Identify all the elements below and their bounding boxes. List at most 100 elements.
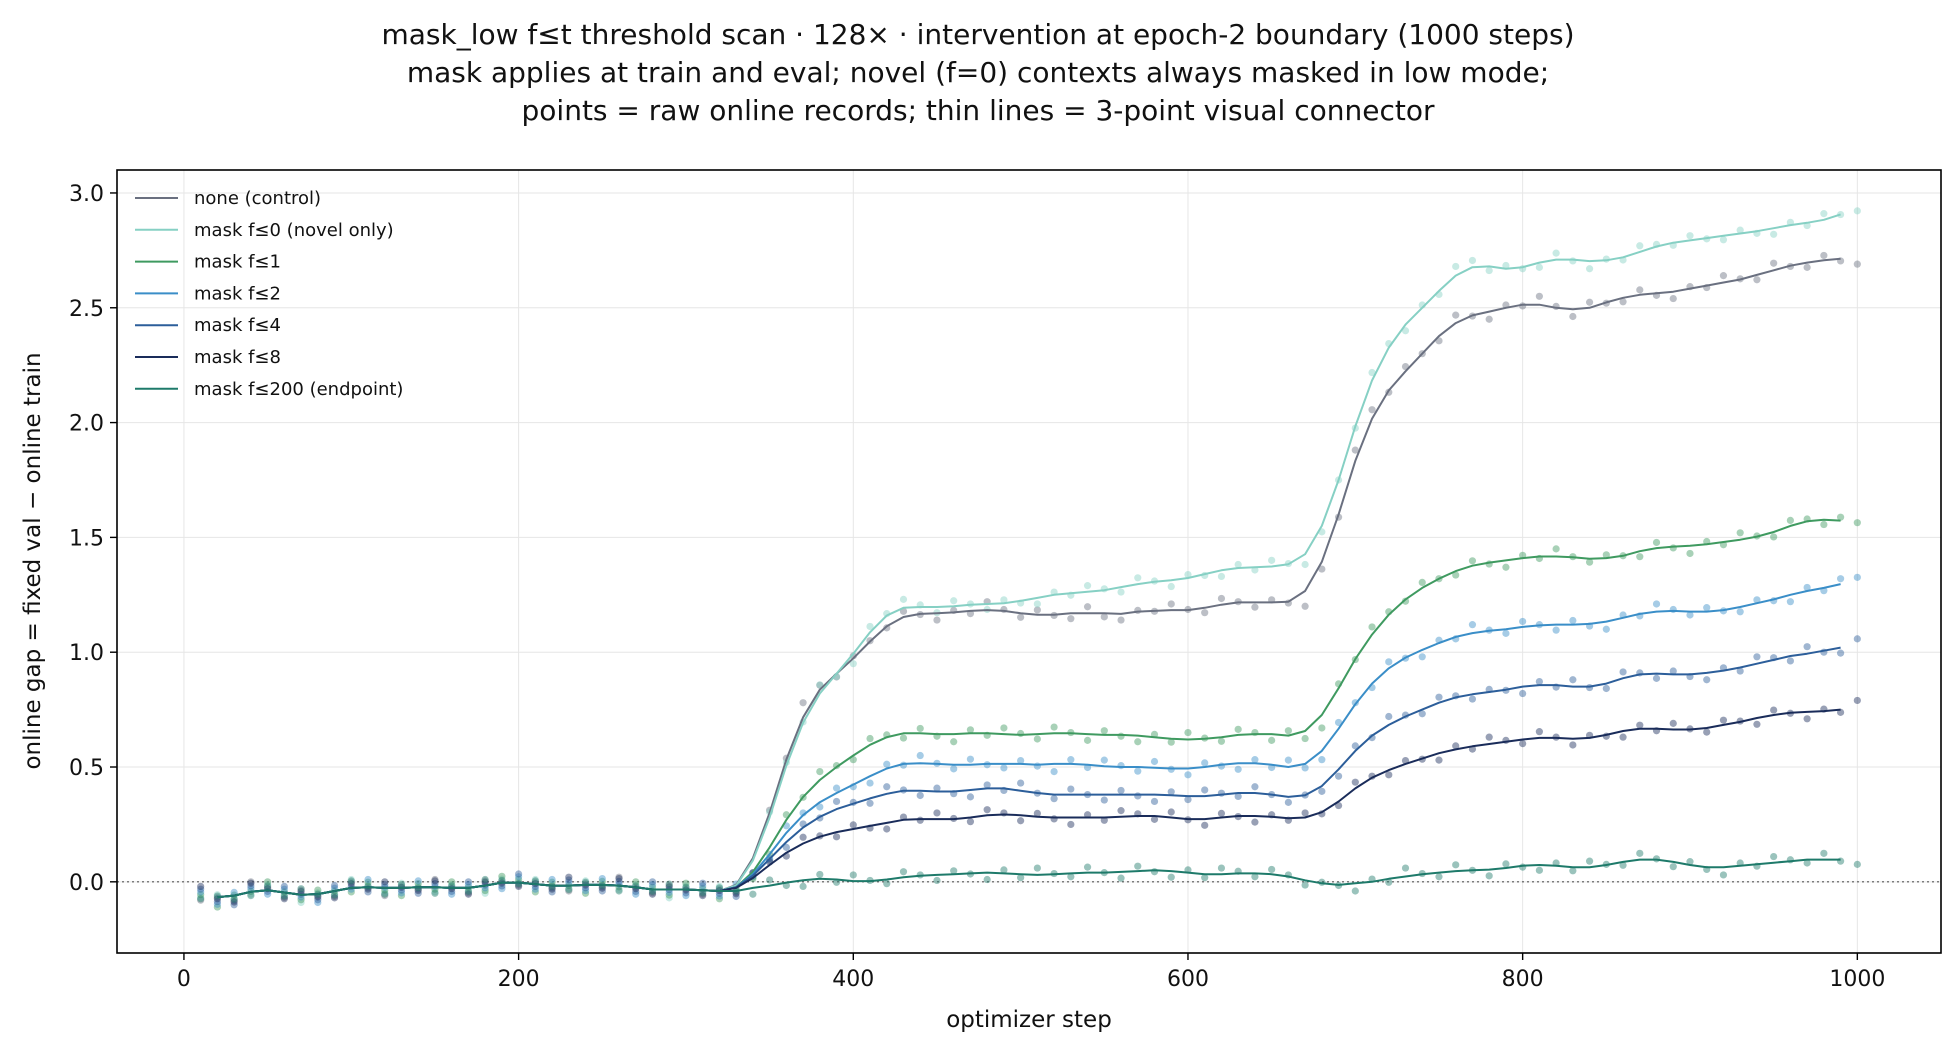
data-point: [1184, 570, 1192, 579]
data-point: [1217, 737, 1226, 745]
data-point: [1117, 786, 1125, 795]
data-point: [849, 821, 857, 829]
data-point: [397, 879, 406, 887]
data-point: [280, 882, 288, 891]
data-point: [1401, 864, 1410, 872]
data-point: [531, 875, 539, 884]
raw-points: [197, 207, 1861, 911]
data-point: [598, 877, 606, 885]
data-point: [799, 833, 807, 841]
data-point: [397, 880, 406, 889]
y-tick-label: 0.5: [69, 756, 104, 781]
data-point: [1033, 600, 1041, 608]
data-point: [933, 876, 941, 885]
series-line: [217, 257, 1841, 899]
data-point: [749, 890, 757, 898]
data-point: [866, 622, 874, 631]
y-tick-label: 0.0: [69, 871, 104, 896]
data-point: [1083, 736, 1092, 744]
data-point: [1217, 864, 1226, 872]
data-point: [1569, 867, 1577, 875]
data-point: [330, 892, 339, 901]
data-point: [498, 882, 506, 890]
data-point: [464, 890, 473, 898]
data-point: [1452, 861, 1460, 869]
data-point: [1318, 565, 1326, 573]
data-point: [715, 882, 724, 891]
data-point: [1134, 792, 1142, 800]
data-point: [1502, 261, 1510, 270]
data-point: [531, 877, 539, 885]
data-point: [1686, 858, 1694, 866]
data-point: [1502, 563, 1510, 571]
data-point: [197, 885, 205, 893]
y-tick-label: 2.5: [69, 297, 104, 322]
data-point: [1853, 696, 1861, 705]
data-point: [297, 885, 305, 893]
data-point: [381, 880, 389, 889]
data-point: [1033, 735, 1041, 743]
data-point: [381, 890, 389, 898]
data-point: [347, 880, 355, 888]
data-point: [1652, 674, 1661, 682]
x-tick-label: 200: [498, 967, 540, 992]
data-point: [1602, 551, 1610, 559]
data-point: [397, 889, 406, 897]
data-point: [1033, 864, 1041, 872]
series-lines: [217, 213, 1841, 899]
data-point: [414, 889, 422, 897]
data-point: [1485, 266, 1493, 275]
data-point: [1351, 446, 1359, 454]
data-point: [1050, 795, 1058, 803]
data-point: [431, 888, 439, 896]
data-point: [548, 888, 556, 896]
data-point: [1719, 236, 1728, 244]
data-point: [1736, 226, 1744, 234]
data-point: [832, 784, 841, 792]
data-point: [1083, 603, 1092, 611]
data-point: [213, 897, 222, 906]
data-point: [1836, 513, 1845, 521]
data-point: [230, 895, 238, 903]
data-point: [1251, 818, 1259, 826]
data-point: [247, 882, 255, 890]
x-axis-label: optimizer step: [946, 1007, 1112, 1033]
data-point: [1033, 809, 1041, 817]
data-point: [280, 892, 288, 900]
data-point: [1770, 852, 1778, 861]
data-point: [632, 890, 640, 898]
data-point: [615, 886, 623, 894]
data-point: [347, 875, 355, 884]
data-point: [1117, 732, 1125, 740]
data-point: [1535, 263, 1543, 271]
data-point: [699, 882, 707, 890]
data-point: [1201, 759, 1209, 767]
data-point: [1301, 881, 1309, 889]
data-point: [481, 875, 489, 884]
data-point: [799, 699, 807, 707]
data-point: [1000, 724, 1008, 732]
data-point: [330, 894, 339, 902]
title-line-3: points = raw online records; thin lines …: [522, 94, 1435, 127]
data-point: [581, 889, 590, 897]
data-point: [866, 779, 874, 787]
data-point: [330, 891, 339, 899]
data-point: [1519, 739, 1527, 748]
data-point: [1452, 311, 1460, 319]
data-point: [1636, 849, 1644, 857]
data-point: [1184, 771, 1192, 779]
data-point: [966, 818, 975, 826]
series-line: [217, 518, 1841, 899]
data-point: [1552, 249, 1560, 257]
data-point: [1619, 298, 1627, 306]
data-point: [1686, 232, 1694, 240]
data-point: [1519, 689, 1527, 698]
data-point: [1585, 558, 1594, 566]
data-point: [1853, 260, 1861, 268]
data-point: [598, 887, 606, 895]
data-point: [1468, 621, 1477, 629]
data-point: [1000, 764, 1008, 772]
data-point: [816, 803, 824, 811]
data-point: [1268, 736, 1276, 744]
data-point: [682, 879, 690, 887]
